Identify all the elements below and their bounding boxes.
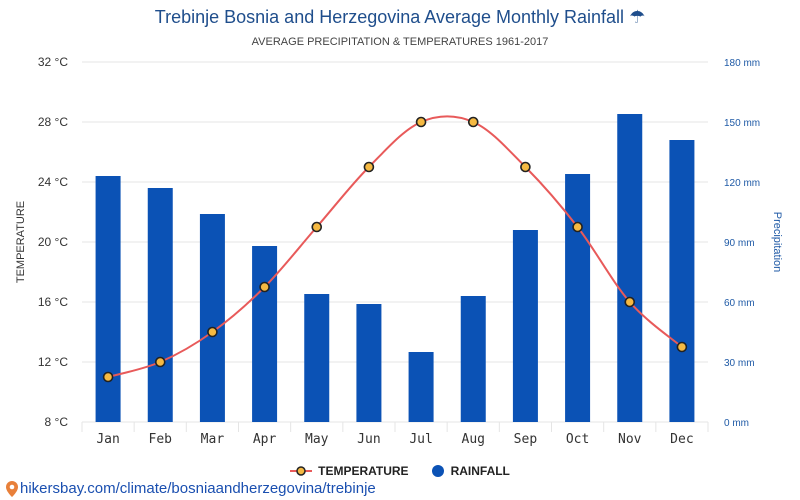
y-tick-label-right: 150 mm [724, 118, 760, 129]
y-tick-label-left: 20 °C [38, 235, 68, 249]
legend-label-rainfall: RAINFALL [450, 464, 510, 478]
y-tick-label-right: 60 mm [724, 298, 755, 309]
rainfall-bar [617, 114, 643, 422]
x-tick-label: Nov [618, 432, 642, 447]
y-tick-label-left: 12 °C [38, 355, 68, 369]
y-tick-label-left: 28 °C [38, 115, 68, 129]
grid-lines [81, 61, 709, 432]
rainfall-bar [669, 140, 695, 422]
axes: 8 °C 0 mm 12 °C 30 mm 16 °C 60 mm 20 °C 90 mm 24… [15, 55, 783, 447]
temperature-point [415, 116, 427, 128]
y-tick-label-right: 90 mm [724, 238, 755, 249]
legend-label-temperature: TEMPERATURE [318, 464, 409, 478]
temperature-point [520, 161, 531, 173]
rainfall-bars [95, 114, 695, 422]
y-tick-label-left: 32 °C [38, 55, 68, 69]
x-tick-label: Dec [670, 432, 693, 447]
rainfall-legend-icon [431, 465, 444, 477]
temperature-line [107, 115, 683, 378]
legend-item-temperature[interactable]: TEMPERATURE [290, 464, 409, 478]
chart-title: Trebinje Bosnia and Herzegovina Average … [0, 7, 800, 28]
x-tick-label: Feb [149, 432, 173, 447]
y-tick-label-right: 180 mm [724, 58, 760, 69]
x-tick-label: Jun [357, 432, 380, 447]
x-tick-label: Jul [409, 432, 432, 447]
temperature-point [624, 296, 636, 308]
rainfall-bar [199, 214, 225, 422]
rainfall-bar [408, 352, 434, 422]
x-tick-label: May [305, 432, 329, 447]
chart-subtitle: AVERAGE PRECIPITATION & TEMPERATURES 196… [251, 36, 549, 48]
chart-title-text: Trebinje Bosnia and Herzegovina Average … [154, 7, 625, 27]
x-tick-label: Mar [201, 432, 225, 447]
temperature-point [311, 221, 323, 233]
rainfall-bar [356, 304, 382, 422]
location-pin-icon [6, 480, 18, 497]
rainfall-bar [460, 296, 486, 422]
y-tick-label-right: 30 mm [724, 358, 755, 369]
rainfall-bar [512, 230, 538, 422]
temperature-point [676, 341, 688, 353]
temperature-point [363, 161, 375, 173]
y-tick-label-left: 8 °C [45, 415, 69, 429]
y-tick-label-right: 0 mm [724, 418, 749, 429]
y-tick-label-right: 120 mm [724, 178, 760, 189]
temperature-point [572, 221, 583, 233]
temperature-legend-icon [290, 466, 313, 476]
temperature-point [467, 116, 479, 128]
temperature-point [207, 326, 218, 338]
x-tick-label: Aug [462, 432, 485, 447]
y-tick-label-left: 24 °C [38, 175, 68, 189]
x-tick-label: Apr [253, 432, 277, 447]
y-axis-title-right: Precipitation [771, 212, 783, 273]
rainfall-bar [304, 294, 330, 422]
temperature-point [102, 371, 114, 383]
rainfall-bar [252, 246, 278, 422]
temperature-point [259, 281, 270, 293]
x-tick-label: Oct [566, 432, 589, 447]
temperature-point [154, 356, 166, 368]
x-tick-label: Sep [514, 432, 538, 447]
x-tick-label: Jan [96, 432, 119, 447]
legend-item-rainfall[interactable]: RAINFALL [431, 464, 510, 478]
rainfall-bar [147, 188, 173, 422]
source-link-text: hikersbay.com/climate/bosniaandherzegovi… [20, 480, 376, 497]
umbrella-icon: ☂ [629, 7, 646, 27]
y-tick-label-left: 16 °C [38, 295, 68, 309]
rainfall-bar [95, 176, 121, 422]
y-axis-title-left: TEMPERATURE [15, 201, 27, 283]
temperature-line-group [102, 115, 688, 383]
rainfall-bar [565, 174, 591, 422]
source-link[interactable]: hikersbay.com/climate/bosniaandherzegovi… [6, 480, 376, 497]
legend: TEMPERATURE RAINFALL [0, 464, 800, 478]
